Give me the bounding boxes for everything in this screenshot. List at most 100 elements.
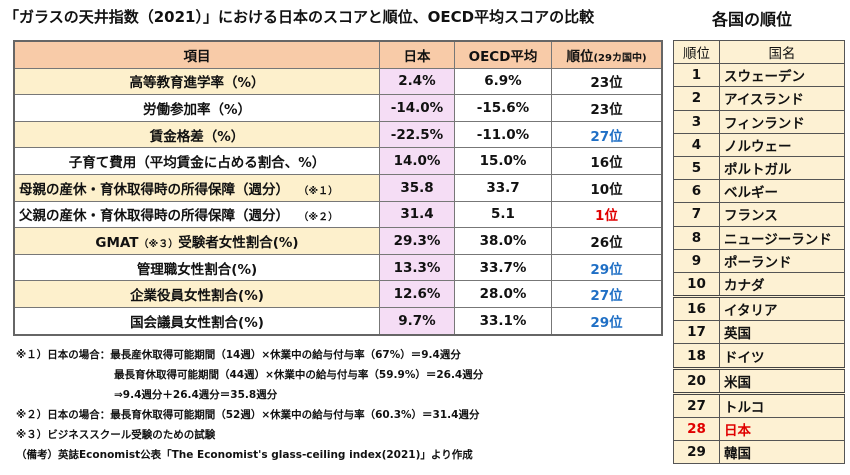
- cell-rank: 1位: [551, 200, 663, 229]
- ranking-country: 日本: [719, 416, 845, 442]
- cell-item: 賃金格差（%）: [13, 120, 380, 149]
- cell-rank: 10位: [551, 173, 663, 202]
- footnote-2: ※２）日本の場合：最長育休取得可能期間（52週）×休業中の給与付与率（60.3%…: [16, 409, 480, 421]
- table-row: 労働参加率（%） -14.0% -15.6% 23位: [13, 94, 663, 122]
- ranking-title: 各国の順位: [712, 10, 793, 29]
- item-label: 母親の産休・育休取得時の所得保障（週分）: [19, 181, 289, 198]
- cell-oecd: 38.0%: [454, 227, 552, 255]
- cell-japan: 2.4%: [379, 67, 455, 96]
- ranking-row: 10 カナダ: [673, 271, 845, 298]
- ranking-rank: 28: [673, 416, 720, 442]
- cell-item: 父親の産休・育休取得時の所得保障（週分） （※２）: [13, 200, 380, 229]
- item-label: 賃金格差（%）: [149, 128, 245, 145]
- cell-rank: 27位: [551, 120, 663, 149]
- footnote-1-line2: 最長育休取得可能期間（44週）×休業中の給与付与率（59.9%）＝26.4週分: [114, 369, 484, 381]
- ranking-rank: 27: [673, 391, 720, 419]
- ranking-country: ノルウェー: [719, 132, 845, 157]
- ranking-country: ニュージーランド: [719, 225, 845, 250]
- ranking-row: 9 ポーランド: [673, 248, 845, 273]
- ranking-country: ベルギー: [719, 179, 845, 204]
- header-rank-note: (29カ国中): [593, 52, 647, 64]
- ranking-rank: 6: [673, 179, 720, 204]
- table-row: 管理職女性割合(%) 13.3% 33.7% 29位: [13, 253, 663, 282]
- cell-item: 労働参加率（%）: [13, 94, 380, 122]
- ranking-rank: 7: [673, 202, 720, 227]
- ranking-country: アイスランド: [719, 86, 845, 111]
- cell-item: 企業役員女性割合(%): [13, 280, 380, 308]
- ranking-country: ドイツ: [719, 343, 845, 369]
- ranking-country: スウェーデン: [719, 63, 845, 88]
- header-oecd: OECD平均: [454, 40, 552, 69]
- page-title: 「ガラスの天井指数（2021）」における日本のスコアと順位、OECD平均スコアの…: [4, 8, 595, 26]
- table-row: GMAT（※３）受験者女性割合(%) 29.3% 38.0% 26位: [13, 227, 663, 255]
- cell-rank: 26位: [551, 227, 663, 255]
- country-ranking-table: 順位 国名 1 スウェーデン 2 アイスランド 3 フィンランド 4 ノルウェー 5 ポルトガル 6…: [673, 39, 845, 465]
- ranking-rank: 17: [673, 320, 720, 345]
- ranking-rank: 9: [673, 248, 720, 273]
- ranking-rank: 4: [673, 132, 720, 157]
- ranking-row: 8 ニュージーランド: [673, 225, 845, 250]
- cell-rank: 23位: [551, 67, 663, 96]
- item-label: 国会議員女性割合(%): [130, 314, 264, 331]
- cell-rank: 23位: [551, 94, 663, 122]
- ranking-row: 29 韓国: [673, 440, 845, 465]
- ranking-header-rank: 順位: [673, 39, 720, 65]
- ranking-header-country: 国名: [719, 39, 845, 65]
- ranking-country: フィンランド: [719, 109, 845, 134]
- cell-japan: 12.6%: [379, 280, 455, 308]
- cell-item: 国会議員女性割合(%): [13, 306, 380, 336]
- table-row: 賃金格差（%） -22.5% -11.0% 27位: [13, 120, 663, 149]
- ranking-rank: 3: [673, 109, 720, 134]
- table-row: 国会議員女性割合(%) 9.7% 33.1% 29位: [13, 306, 663, 336]
- item-label: 高等教育進学率（%）: [129, 75, 265, 92]
- ranking-country: トルコ: [719, 391, 845, 419]
- item-label: 子育て費用（平均賃金に占める割合、%）: [68, 155, 326, 172]
- ranking-rank: 8: [673, 225, 720, 250]
- table-row: 母親の産休・育休取得時の所得保障（週分） （※１） 35.8 33.7 10位: [13, 173, 663, 202]
- cell-oecd: 6.9%: [454, 67, 552, 96]
- ranking-country: 韓国: [719, 440, 845, 465]
- cell-item: 子育て費用（平均賃金に占める割合、%）: [13, 147, 380, 175]
- cell-rank: 29位: [551, 253, 663, 282]
- header-japan: 日本: [379, 40, 455, 69]
- header-rank-label: 順位: [566, 48, 594, 65]
- cell-oecd: 33.7: [454, 173, 552, 202]
- cell-item: 高等教育進学率（%）: [13, 67, 380, 96]
- ranking-row: 1 スウェーデン: [673, 63, 845, 88]
- table-row: 子育て費用（平均賃金に占める割合、%） 14.0% 15.0% 16位: [13, 147, 663, 175]
- cell-oecd: 33.1%: [454, 306, 552, 336]
- ranking-row: 17 英国: [673, 320, 845, 345]
- item-note: （※２）: [298, 212, 339, 224]
- cell-japan: 14.0%: [379, 147, 455, 175]
- ranking-country: ポルトガル: [719, 155, 845, 181]
- table-row: 父親の産休・育休取得時の所得保障（週分） （※２） 31.4 5.1 1位: [13, 200, 663, 229]
- item-label: 労働参加率（%）: [142, 101, 252, 118]
- cell-japan: 29.3%: [379, 227, 455, 255]
- ranking-row: 28 日本: [673, 416, 845, 442]
- item-note: （※１）: [298, 185, 339, 197]
- ranking-row: 16 イタリア: [673, 295, 845, 322]
- ranking-country: ポーランド: [719, 248, 845, 273]
- footnotes: ※１）日本の場合：最長産休取得可能期間（14週）×休業中の給与付与率（67%）＝…: [16, 345, 483, 465]
- ranking-row: 2 アイスランド: [673, 86, 845, 111]
- source-note: （備考）英誌Economist公表「The Economist's glass-…: [16, 449, 473, 461]
- table-row: 高等教育進学率（%） 2.4% 6.9% 23位: [13, 67, 663, 96]
- cell-oecd: 15.0%: [454, 147, 552, 175]
- item-label: 企業役員女性割合(%): [130, 288, 264, 305]
- ranking-country: イタリア: [719, 295, 845, 322]
- table-row: 企業役員女性割合(%) 12.6% 28.0% 27位: [13, 280, 663, 308]
- header-rank: 順位(29カ国中): [551, 40, 663, 69]
- header-item: 項目: [13, 40, 380, 69]
- ranking-rank: 5: [673, 155, 720, 181]
- ranking-rank: 29: [673, 440, 720, 465]
- ranking-rank: 16: [673, 295, 720, 322]
- cell-oecd: 28.0%: [454, 280, 552, 308]
- ranking-country: フランス: [719, 202, 845, 227]
- ranking-row: 18 ドイツ: [673, 343, 845, 369]
- cell-japan: 31.4: [379, 200, 455, 229]
- footnote-3: ※３）ビジネススクール受験のための試験: [16, 429, 216, 441]
- cell-item: 母親の産休・育休取得時の所得保障（週分） （※１）: [13, 173, 380, 202]
- ranking-row: 27 トルコ: [673, 391, 845, 419]
- ranking-rank: 20: [673, 366, 720, 394]
- ranking-row: 3 フィンランド: [673, 109, 845, 134]
